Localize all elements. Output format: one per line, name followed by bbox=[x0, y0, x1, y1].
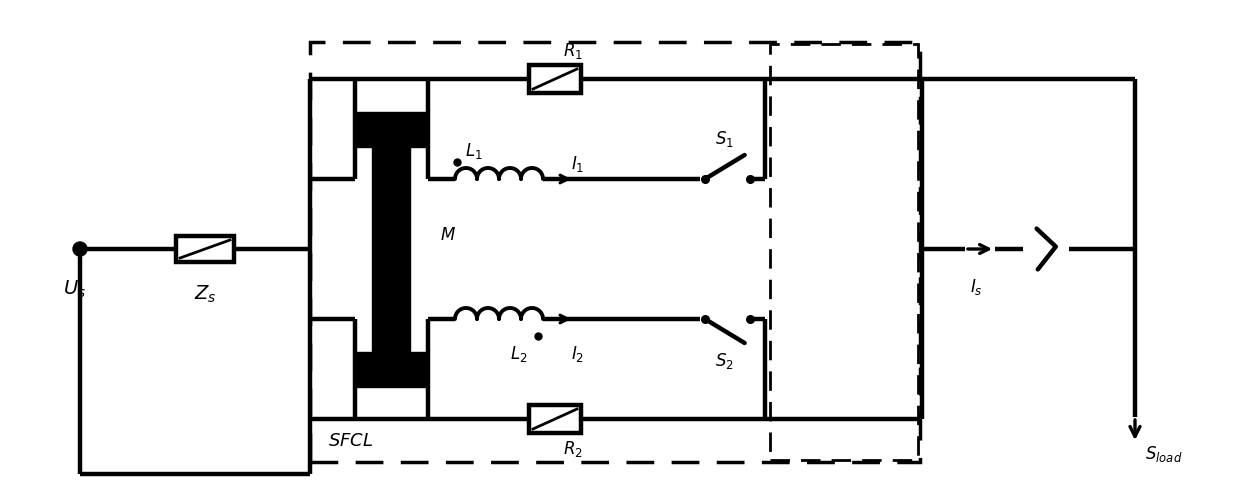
Text: $\mathit{L_1}$: $\mathit{L_1}$ bbox=[465, 141, 482, 161]
Bar bbox=[529, 65, 582, 93]
Bar bbox=[355, 112, 428, 147]
Bar bbox=[176, 236, 234, 262]
Bar bbox=[355, 352, 428, 387]
Text: $\mathit{L_2}$: $\mathit{L_2}$ bbox=[510, 344, 527, 364]
Text: $\mathit{S_1}$: $\mathit{S_1}$ bbox=[715, 129, 734, 149]
Text: $\mathit{S_2}$: $\mathit{S_2}$ bbox=[715, 351, 734, 371]
Text: $\mathit{I_1}$: $\mathit{I_1}$ bbox=[570, 154, 584, 174]
Text: $\mathit{SFCL}$: $\mathit{SFCL}$ bbox=[329, 432, 373, 450]
Bar bbox=[529, 405, 582, 433]
Bar bbox=[372, 147, 410, 352]
Text: $\mathit{M}$: $\mathit{M}$ bbox=[440, 226, 456, 244]
Text: $\mathit{S_{load}}$: $\mathit{S_{load}}$ bbox=[1145, 444, 1183, 464]
Text: $\mathit{R_1}$: $\mathit{R_1}$ bbox=[563, 41, 583, 61]
Text: $\mathit{I_s}$: $\mathit{I_s}$ bbox=[970, 277, 983, 297]
Text: $\mathit{Z_s}$: $\mathit{Z_s}$ bbox=[193, 284, 216, 305]
Text: $\mathit{I_2}$: $\mathit{I_2}$ bbox=[570, 344, 584, 364]
Bar bbox=[310, 42, 920, 462]
Text: $\mathit{U_s}$: $\mathit{U_s}$ bbox=[63, 279, 87, 300]
Text: $\mathit{R_2}$: $\mathit{R_2}$ bbox=[563, 439, 583, 459]
Circle shape bbox=[73, 242, 87, 256]
Bar bbox=[770, 44, 918, 460]
